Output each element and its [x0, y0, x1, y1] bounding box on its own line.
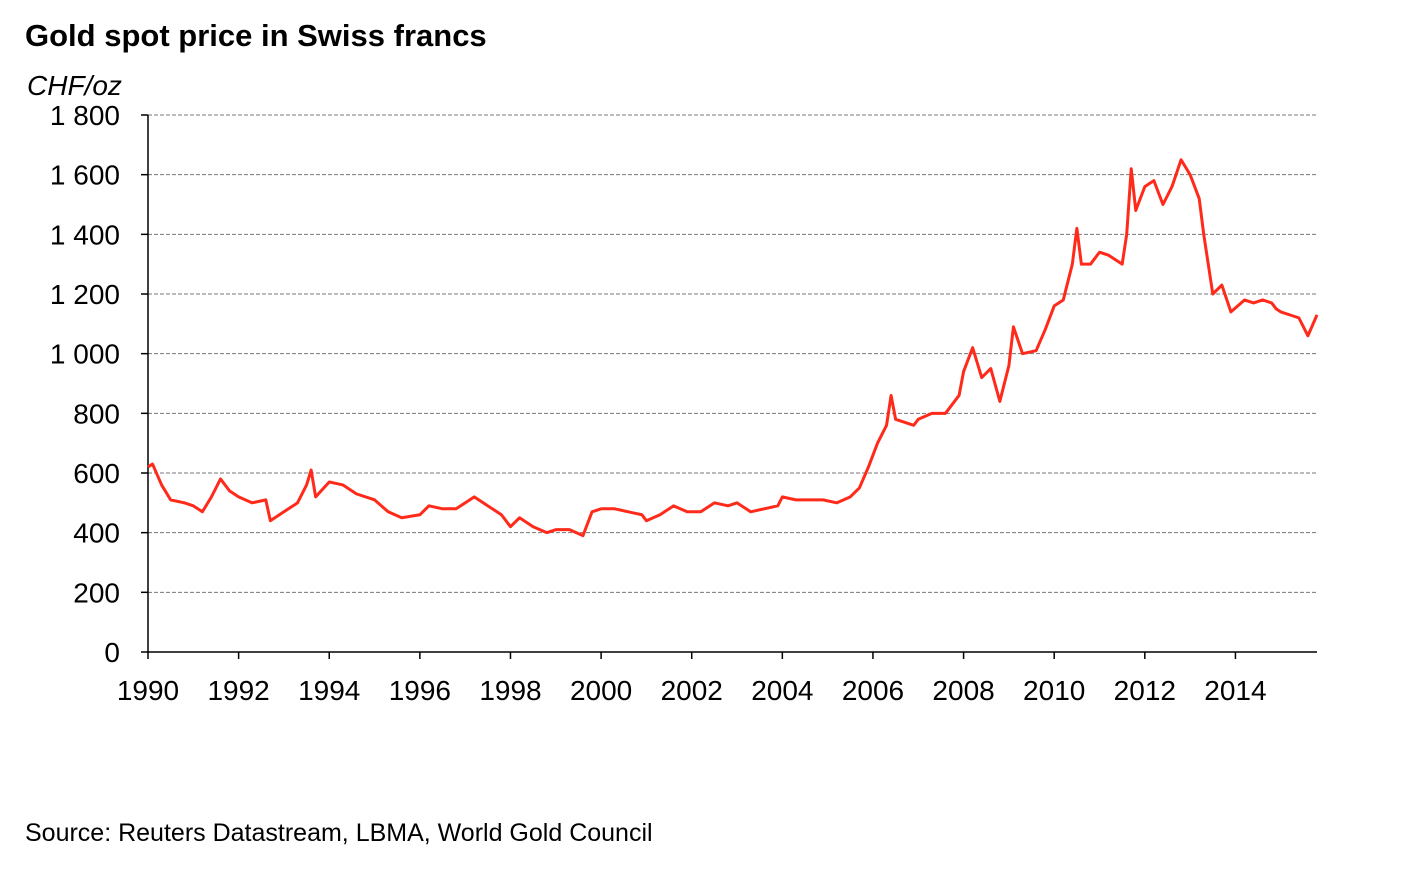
- y-tick-label: 400: [73, 518, 120, 549]
- y-tick-label: 1 400: [50, 219, 120, 250]
- y-tick-label: 800: [73, 398, 120, 429]
- x-tick-label: 1990: [117, 675, 179, 706]
- y-tick-label: 0: [104, 637, 120, 668]
- chart-title: Gold spot price in Swiss francs: [25, 18, 487, 53]
- x-tick-label: 2010: [1023, 675, 1085, 706]
- x-tick-label: 2000: [570, 675, 632, 706]
- x-tick-label: 1996: [389, 675, 451, 706]
- source: Source: Reuters Datastream, LBMA, World …: [25, 819, 653, 847]
- x-tick-label: 2004: [751, 675, 813, 706]
- y-tick-label: 1 600: [50, 160, 120, 191]
- x-tick-label: 2002: [661, 675, 723, 706]
- x-tick-label: 2012: [1114, 675, 1176, 706]
- x-tick-label: 1998: [479, 675, 541, 706]
- y-tick-label: 600: [73, 458, 120, 489]
- y-tick-label: 1 200: [50, 279, 120, 310]
- y-tick-label: 200: [73, 577, 120, 608]
- x-tick-label: 2008: [932, 675, 994, 706]
- y-axis-label: CHF/oz: [27, 70, 122, 101]
- x-tick-label: 1992: [207, 675, 269, 706]
- y-tick-label: 1 000: [50, 339, 120, 370]
- y-tick-label: 1 800: [50, 100, 120, 131]
- price-line: [147, 158, 1319, 538]
- x-tick-label: 2014: [1204, 675, 1266, 706]
- x-tick-label: 1994: [298, 675, 360, 706]
- x-tick-label: 2006: [842, 675, 904, 706]
